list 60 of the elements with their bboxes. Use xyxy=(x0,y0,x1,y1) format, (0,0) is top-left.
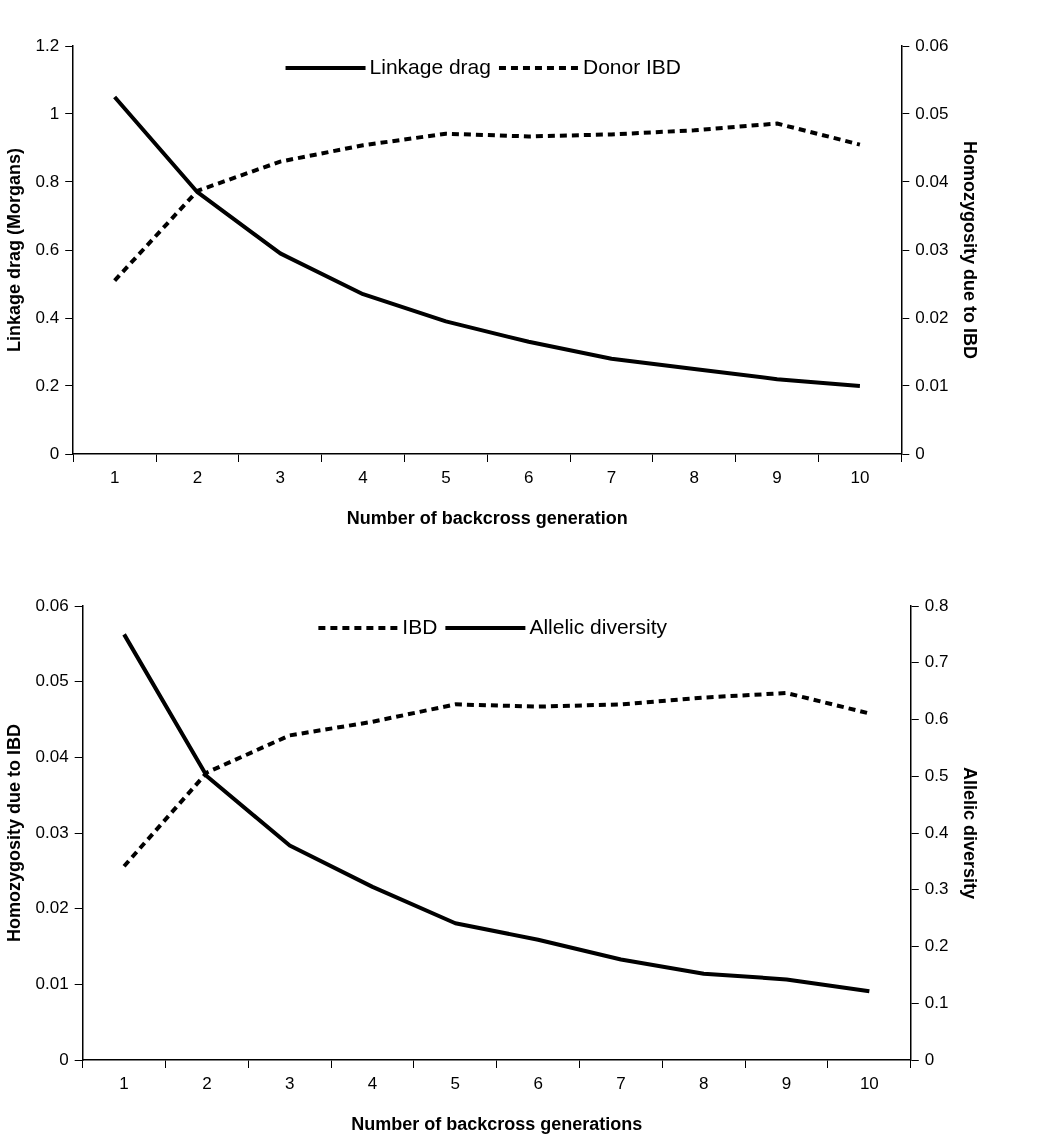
y2-tick-label: 0.03 xyxy=(915,239,949,259)
x-tick-label: 4 xyxy=(358,467,368,487)
x-tick-label: 8 xyxy=(689,467,700,487)
y2-tick-label: 0.8 xyxy=(924,595,949,615)
x-tick-label: 2 xyxy=(202,1073,212,1093)
x-tick-label: 7 xyxy=(606,467,617,487)
x-tick-label: 5 xyxy=(450,1073,461,1093)
x-tick-label: 1 xyxy=(109,467,120,487)
x-tick-label: 10 xyxy=(850,467,870,487)
y2-tick-label: 0 xyxy=(924,1049,935,1069)
y2-tick-label: 0.5 xyxy=(924,765,949,785)
x-tick-label: 4 xyxy=(367,1073,378,1093)
y-tick-label: 0.03 xyxy=(35,822,69,842)
y-tick-label: 0.05 xyxy=(35,671,69,691)
x-tick-label: 6 xyxy=(523,467,534,487)
y2-tick-label: 0.4 xyxy=(924,822,949,842)
y-tick-label: 1 xyxy=(49,103,60,123)
x-tick-label: 8 xyxy=(699,1073,709,1093)
y-axis-title: Linkage drag (Morgans) xyxy=(3,147,24,353)
y2-tick-label: 0.04 xyxy=(915,171,949,191)
x-tick-label: 6 xyxy=(533,1073,543,1093)
y2-tick-label: 0.6 xyxy=(924,709,949,729)
y2-tick-label: 0.05 xyxy=(915,103,949,123)
x-tick-label: 10 xyxy=(859,1073,879,1093)
y-tick-label: 0.2 xyxy=(35,375,60,395)
x-tick-label: 9 xyxy=(772,467,782,487)
x-axis-title: Number of backcross generations xyxy=(351,1114,643,1135)
y-tick-label: 0 xyxy=(49,443,60,463)
legend-label: IBD xyxy=(402,614,438,638)
y-tick-label: 1.2 xyxy=(35,35,60,55)
y2-tick-label: 0.3 xyxy=(924,879,949,899)
x-tick-label: 3 xyxy=(284,1073,295,1093)
legend-label: Linkage drag xyxy=(369,54,491,78)
legend-label: Allelic diversity xyxy=(529,614,668,638)
x-axis-title: Number of backcross generation xyxy=(346,508,628,529)
y-tick-label: 0.01 xyxy=(35,974,69,994)
y2-tick-label: 0.02 xyxy=(915,307,949,327)
x-tick-label: 5 xyxy=(441,467,451,487)
legend-label: Donor IBD xyxy=(582,54,682,78)
x-tick-label: 1 xyxy=(119,1073,129,1093)
y-axis-title: Homozygosity due to IBD xyxy=(3,723,24,943)
y-tick-label: 0.02 xyxy=(35,898,69,918)
y-tick-label: 0.8 xyxy=(35,171,60,191)
y-tick-label: 0.06 xyxy=(35,595,69,615)
y-tick-label: 0 xyxy=(59,1049,69,1069)
y2-tick-label: 0.06 xyxy=(915,35,949,55)
y2-tick-label: 0.1 xyxy=(924,992,949,1012)
x-tick-label: 7 xyxy=(616,1073,626,1093)
y-tick-label: 0.4 xyxy=(35,307,60,327)
y2-tick-label: 0.01 xyxy=(915,375,949,395)
y2-axis-title: Homozygosity due to IBD xyxy=(960,140,981,360)
y-tick-label: 0.04 xyxy=(35,747,69,767)
y2-tick-label: 0 xyxy=(915,443,925,463)
y2-tick-label: 0.7 xyxy=(924,652,949,672)
y2-tick-label: 0.2 xyxy=(924,936,949,956)
x-tick-label: 3 xyxy=(275,467,285,487)
y-tick-label: 0.6 xyxy=(35,239,60,259)
y2-axis-title: Allelic diversity xyxy=(960,766,981,900)
x-tick-label: 2 xyxy=(192,467,203,487)
x-tick-label: 9 xyxy=(781,1073,792,1093)
